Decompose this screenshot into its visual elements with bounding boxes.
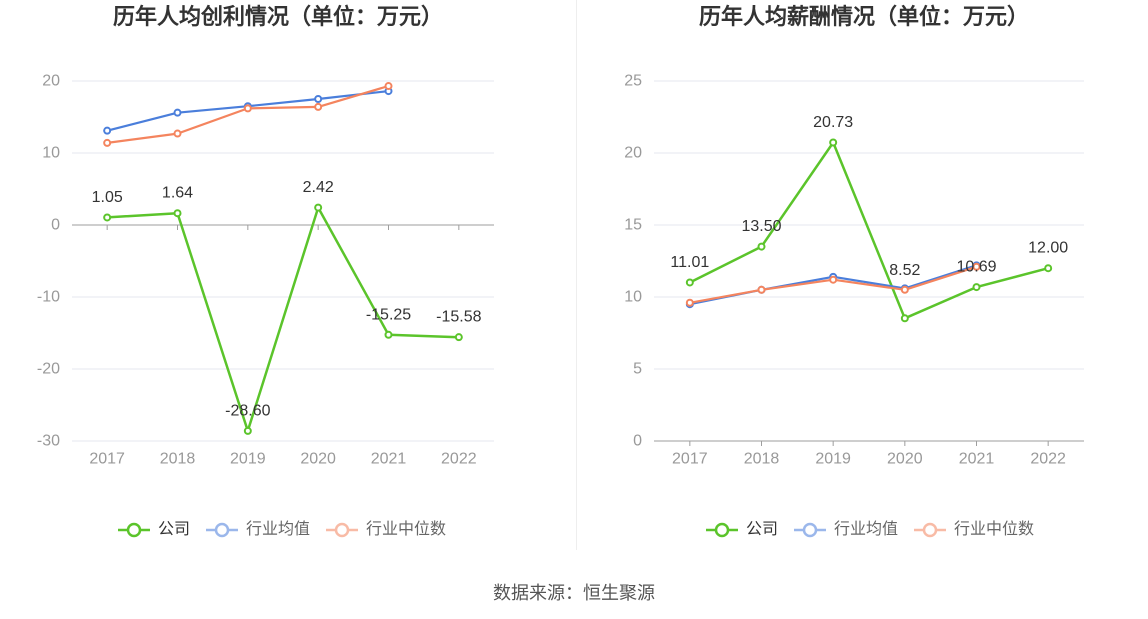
y-tick-label: 0	[633, 433, 642, 450]
y-tick-label: 10	[42, 145, 60, 162]
y-tick-label: -10	[37, 289, 60, 306]
legend-label: 公司	[158, 521, 191, 538]
salary-chart-plot: 25 20 15 10 5 0 2017 2018 2019 2020 2021 2022 11.01 1…	[624, 73, 1084, 468]
x-tick-label: 2017	[89, 451, 125, 468]
x-tick-label: 2020	[887, 451, 923, 468]
legend-item-company[interactable]: 公司	[118, 522, 190, 538]
data-label: 10.69	[956, 259, 996, 276]
data-label: 1.64	[162, 185, 193, 202]
data-point	[314, 95, 323, 103]
legend-line-marker-icon	[706, 522, 738, 538]
panel-divider	[576, 0, 577, 550]
series-industry-median	[103, 82, 393, 147]
data-point	[685, 298, 694, 307]
data-point	[103, 138, 112, 147]
series-line-industry-avg	[688, 264, 978, 306]
data-point	[972, 262, 981, 271]
y-tick-label: 5	[633, 361, 642, 378]
legend-line-marker-icon	[326, 522, 359, 538]
data-label: 8.52	[889, 262, 920, 279]
series-industry-avg	[685, 261, 981, 309]
legend-label: 行业中位数	[366, 521, 447, 538]
data-point	[900, 314, 909, 323]
series-company	[103, 203, 463, 435]
series-line-company	[105, 206, 461, 433]
data-point	[384, 330, 393, 339]
legend-label: 行业中位数	[954, 521, 1035, 538]
legend-label: 公司	[746, 521, 779, 538]
legend-label: 行业均值	[246, 521, 311, 538]
profit-chart-plot: 20 10 0 -10 -20 -30 2017 2018 2019 2020 2021 2022 1.…	[37, 73, 494, 468]
legend-item-industry-avg[interactable]: 行业均值	[206, 522, 310, 538]
series-company	[685, 138, 1053, 323]
data-point	[173, 209, 182, 218]
x-tick-label: 2017	[672, 451, 708, 468]
y-tick-label: 0	[51, 217, 60, 234]
data-label: 1.05	[92, 189, 123, 206]
x-tick-label: 2021	[959, 451, 995, 468]
data-source-note: 数据来源：恒生聚源	[493, 583, 655, 603]
legend-item-company[interactable]: 公司	[706, 522, 778, 538]
x-tick-label: 2022	[441, 451, 477, 468]
data-point	[685, 278, 694, 287]
series-line-industry-median	[106, 84, 390, 144]
x-tick-label: 2020	[300, 451, 336, 468]
data-label: -15.58	[436, 309, 481, 326]
y-tick-label: 25	[624, 73, 642, 90]
legend-item-industry-avg[interactable]: 行业均值	[794, 522, 898, 538]
data-label: -28.60	[225, 402, 270, 419]
series-industry-median	[685, 262, 981, 307]
profit-chart-legend: 公司 行业均值 行业中位数	[118, 518, 462, 542]
legend-line-marker-icon	[206, 522, 239, 538]
data-point	[1044, 264, 1053, 273]
data-point	[757, 285, 766, 294]
data-point	[454, 333, 463, 342]
y-tick-label: -20	[37, 361, 60, 378]
x-tick-label: 2022	[1030, 451, 1066, 468]
series-line-company	[688, 141, 1050, 320]
data-label: -15.25	[366, 306, 411, 323]
x-tick-label: 2018	[160, 451, 196, 468]
data-point	[173, 129, 182, 138]
x-tick-label: 2018	[744, 451, 780, 468]
data-point	[243, 104, 252, 113]
profit-chart-title: 历年人均创利情况（单位：万元）	[112, 4, 443, 29]
legend-line-marker-icon	[118, 522, 150, 538]
legend-item-industry-median[interactable]: 行业中位数	[326, 522, 446, 538]
x-tick-label: 2019	[230, 451, 266, 468]
data-point	[243, 426, 252, 435]
salary-chart-legend: 公司 行业均值 行业中位数	[706, 518, 1050, 542]
y-tick-label: -30	[37, 433, 60, 450]
data-point	[829, 275, 838, 284]
data-label: 13.50	[741, 218, 781, 235]
legend-item-industry-median[interactable]: 行业中位数	[914, 522, 1034, 538]
data-point	[384, 82, 393, 91]
salary-chart-title: 历年人均薪酬情况（单位：万元）	[698, 4, 1029, 29]
x-tick-label: 2019	[815, 451, 851, 468]
legend-label: 行业均值	[834, 521, 899, 538]
y-tick-label: 20	[624, 145, 642, 162]
data-point	[173, 108, 182, 117]
data-point	[314, 203, 323, 212]
data-point	[757, 242, 766, 251]
data-point	[314, 102, 323, 111]
data-label: 20.73	[813, 114, 853, 131]
data-label: 12.00	[1028, 240, 1068, 257]
data-point	[972, 283, 981, 292]
data-label: 2.42	[303, 179, 334, 196]
data-point	[103, 213, 112, 222]
data-point	[103, 126, 112, 135]
y-tick-label: 15	[624, 217, 642, 234]
y-tick-label: 20	[42, 73, 60, 90]
y-tick-label: 10	[624, 289, 642, 306]
legend-line-marker-icon	[914, 522, 947, 538]
x-tick-label: 2021	[371, 451, 407, 468]
data-label: 11.01	[670, 254, 709, 271]
legend-line-marker-icon	[794, 522, 827, 538]
data-point	[829, 138, 838, 147]
data-point	[900, 285, 909, 294]
